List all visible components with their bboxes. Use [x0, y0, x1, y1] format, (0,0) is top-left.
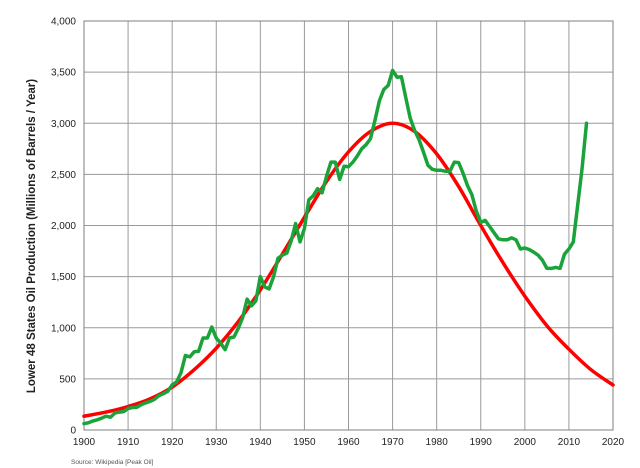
series-group	[82, 68, 615, 426]
y-tick-label: 0	[70, 426, 76, 437]
x-tick-label: 1950	[293, 437, 316, 448]
x-tick-label: 1930	[205, 437, 228, 448]
y-tick-label: 500	[59, 374, 76, 385]
x-tick-label: 1940	[249, 437, 272, 448]
y-tick-label: 3,500	[51, 68, 76, 79]
x-tick-labels: 1900 1910 1920 1930 1940 1950 1960 1970 1980 1990…	[73, 437, 625, 448]
y-axis-label: Lower 48 States Oil Production (Millions…	[26, 79, 38, 393]
source-note: Source: Wikipedia [Peak Oil]	[71, 459, 154, 466]
production-line	[82, 68, 589, 426]
y-tick-label: 4,000	[51, 17, 76, 28]
x-tick-label: 1960	[337, 437, 360, 448]
axes	[83, 20, 614, 431]
x-tick-label: 1900	[73, 437, 96, 448]
x-tick-label: 2000	[514, 437, 537, 448]
y-tick-label: 1,500	[51, 272, 76, 283]
plot-frame	[83, 20, 614, 431]
y-tick-label: 2,000	[51, 221, 76, 232]
y-tick-label: 3,000	[51, 119, 76, 130]
y-tick-labels: 0 500 1,000 1,500 2,000 2,500 3,000 3,500 4,000	[51, 17, 76, 437]
x-tick-label: 1990	[470, 437, 493, 448]
x-tick-label: 1920	[161, 437, 184, 448]
x-tick-label: 2010	[558, 437, 581, 448]
x-tick-label: 2020	[602, 437, 625, 448]
x-tick-label: 1980	[426, 437, 449, 448]
y-tick-label: 1,000	[51, 323, 76, 334]
y-tick-label: 2,500	[51, 170, 76, 181]
x-tick-label: 1910	[117, 437, 140, 448]
x-tick-label: 1970	[381, 437, 404, 448]
